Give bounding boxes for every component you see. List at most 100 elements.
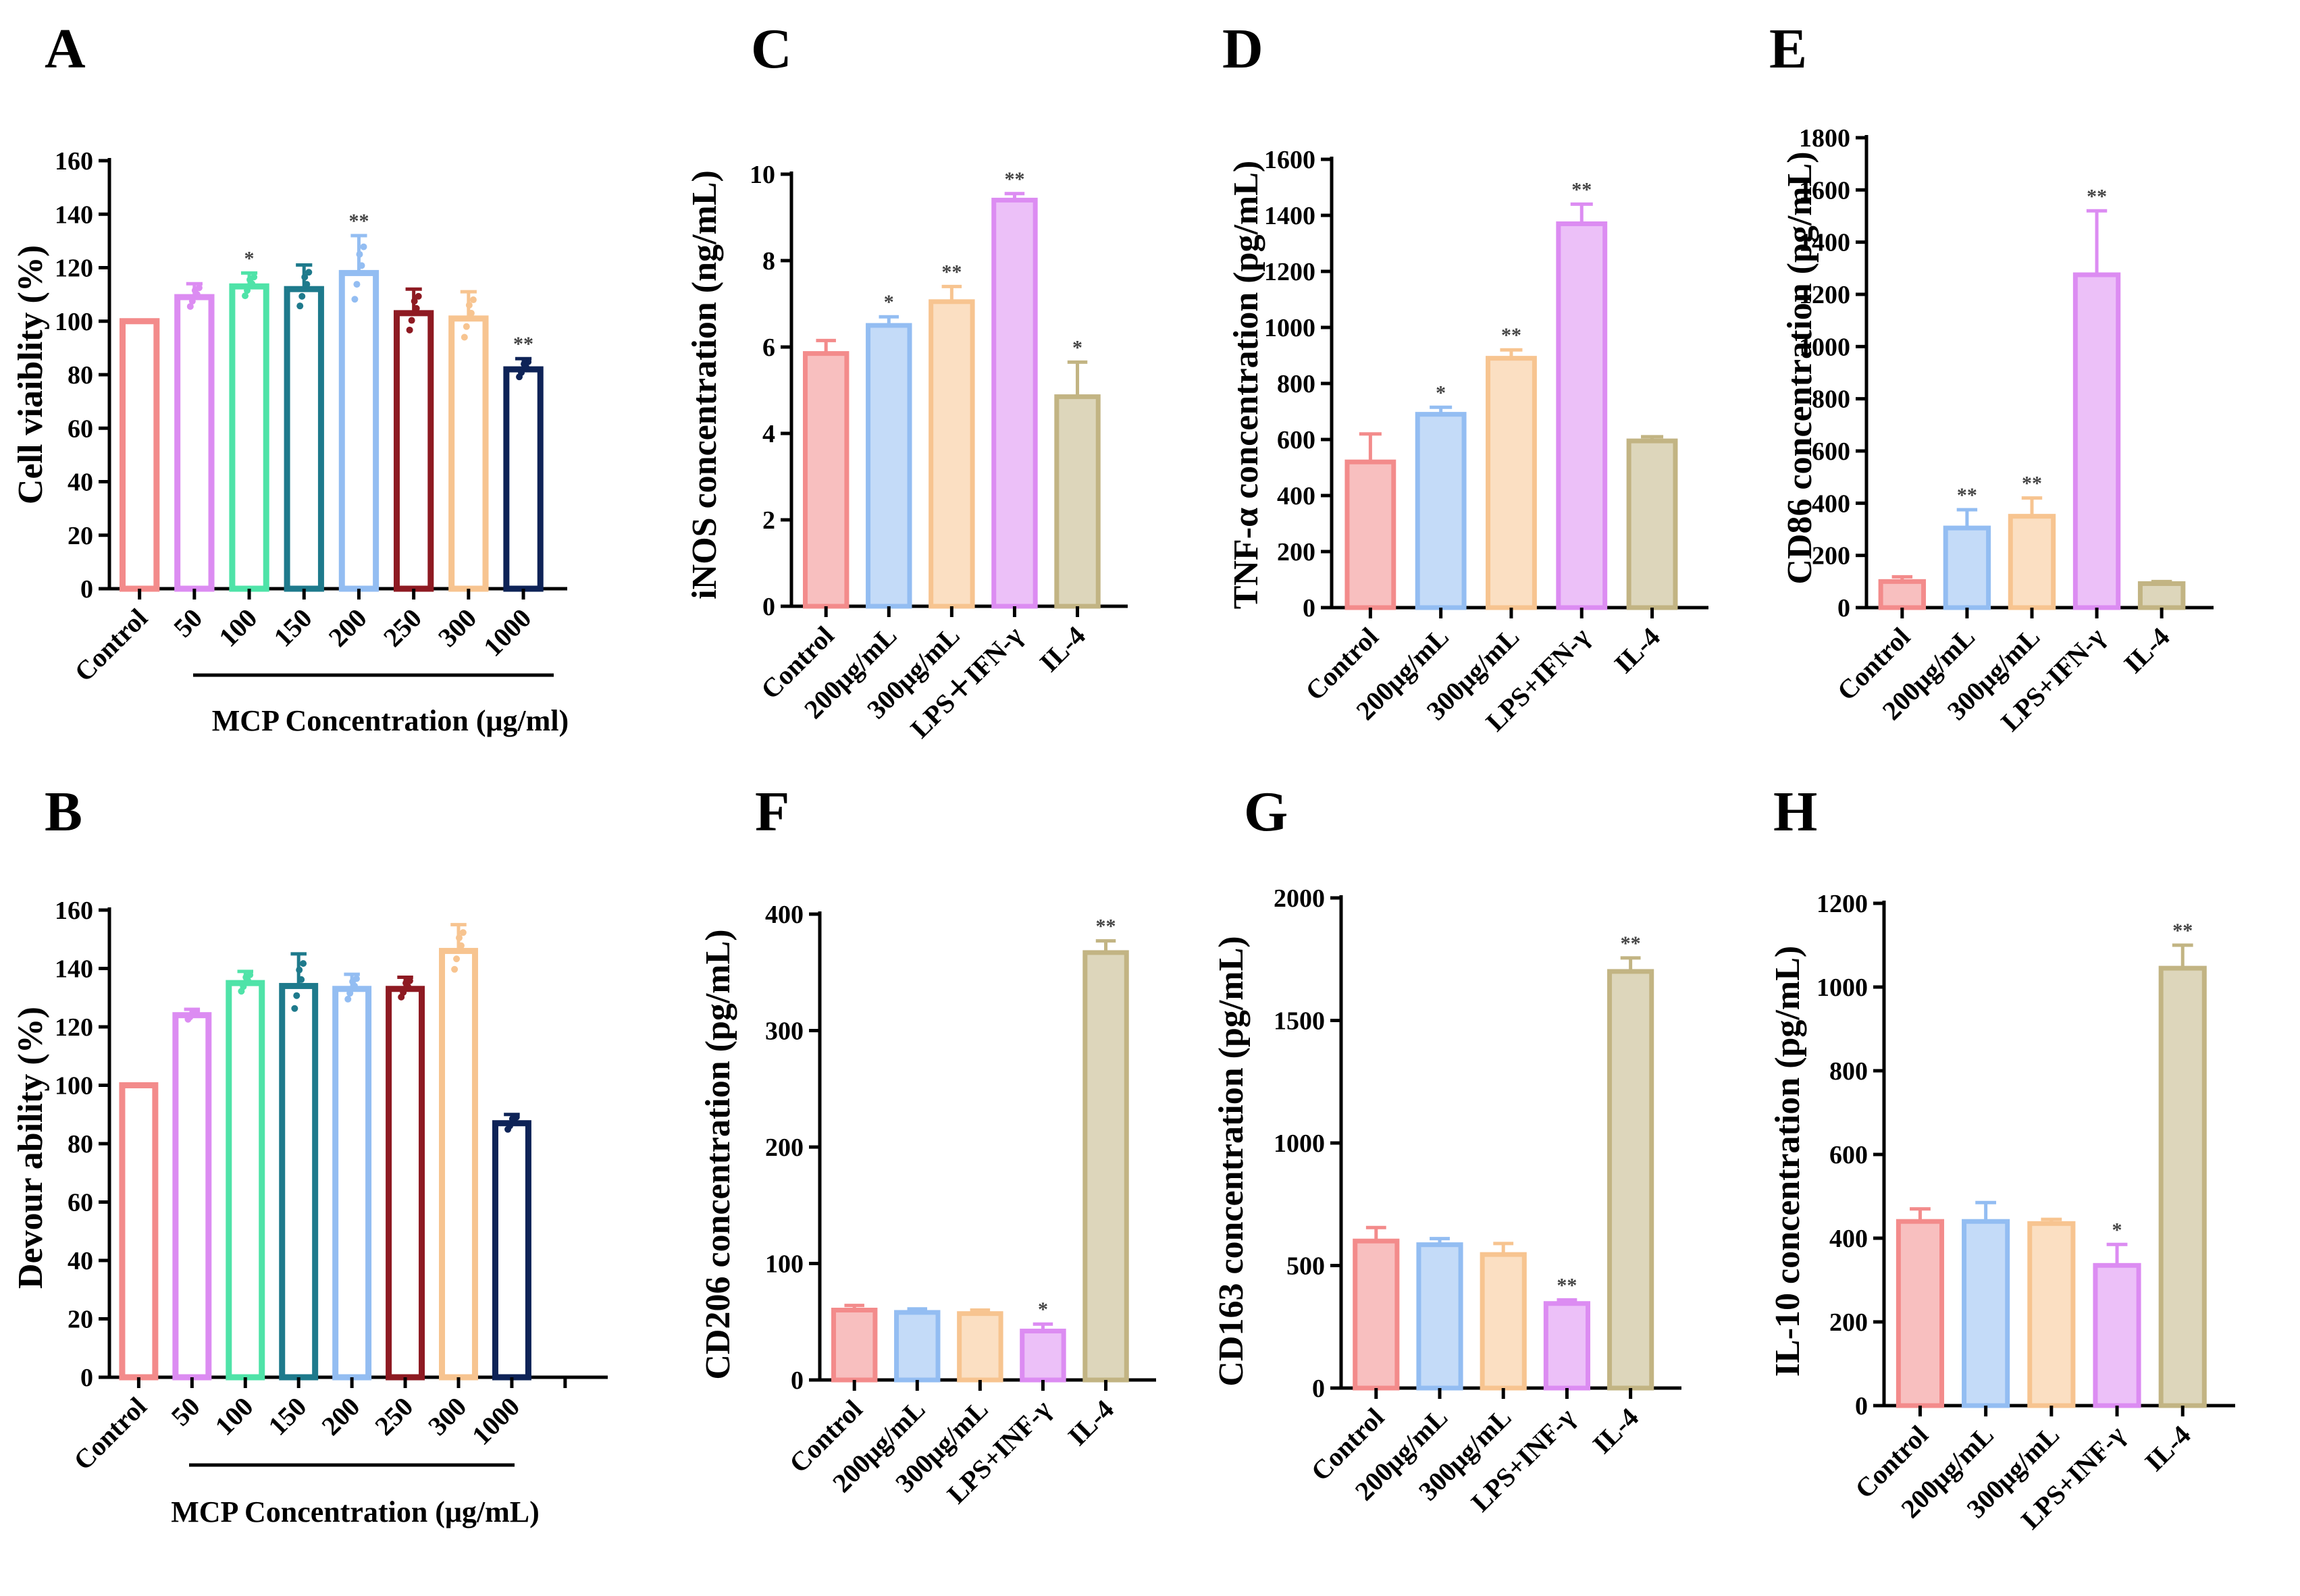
bar-g-4 [1607, 969, 1654, 1391]
y-tick-label: 200 [1812, 542, 1850, 570]
x-tick-label: IL-4 [1062, 1394, 1120, 1452]
bar-e-3 [2072, 272, 2121, 610]
data-point [406, 326, 413, 334]
y-tick-label: 800 [1812, 385, 1850, 414]
x-tick-label: 250 [369, 1391, 419, 1441]
data-point [298, 976, 305, 983]
significance-mark: * [1038, 1298, 1048, 1321]
data-point [469, 296, 477, 304]
data-point [353, 281, 361, 288]
data-point [467, 309, 475, 317]
bar-f-3 [1020, 1329, 1066, 1383]
y-tick-label: 1000 [1264, 314, 1315, 342]
y-tick-label: 0 [762, 593, 775, 621]
bar-b-4 [332, 986, 372, 1381]
significance-mark: * [2112, 1219, 2122, 1241]
data-point [521, 361, 528, 368]
bar-b-3 [279, 982, 319, 1381]
y-tick-label: 500 [1286, 1252, 1325, 1281]
data-point [296, 302, 304, 310]
y-axis-title: CD163 concentration (pg/mL) [1212, 936, 1251, 1386]
y-tick-label: 140 [55, 955, 93, 984]
data-point [415, 292, 422, 300]
panel-letter-d: D [1222, 18, 1263, 80]
x-tick-label: IL-4 [1587, 1402, 1644, 1460]
y-tick-label: 2000 [1274, 884, 1325, 913]
y-tick-label: 160 [55, 897, 93, 925]
significance-mark: ** [1557, 1274, 1577, 1296]
y-tick-label: 1000 [1799, 333, 1850, 361]
significance-mark: ** [2022, 473, 2042, 495]
y-axis-title: CD86 concentration (pg/mL) [1781, 151, 1819, 584]
panel-h: H 0 200 400 600 800 1000 1200 IL-10 concentratio… [1769, 780, 2235, 1535]
y-tick-label: 4 [762, 420, 775, 448]
data-point [303, 281, 311, 288]
data-point [402, 980, 410, 987]
x-tick-label: Control [68, 603, 153, 688]
data-point [305, 269, 313, 276]
data-point [461, 334, 468, 341]
y-tick-label: 1400 [1799, 229, 1850, 257]
y-tick-label: 2 [762, 506, 775, 535]
data-point [246, 276, 254, 284]
bar-f-4 [1082, 950, 1129, 1383]
data-point [358, 262, 365, 269]
y-axis-title: iNOS concentration (ng/mL) [685, 170, 724, 600]
data-point [506, 1122, 513, 1129]
y-tick-label: 600 [1812, 437, 1850, 466]
y-tick-label: 40 [68, 469, 93, 497]
bar-e-0 [1878, 579, 1927, 610]
y-tick-label: 8 [762, 247, 775, 275]
y-tick-label: 400 [1812, 489, 1850, 518]
y-axis-title: Devour ability (%) [11, 1007, 50, 1289]
y-tick-label: 100 [765, 1250, 804, 1279]
x-tick-label: 200 [315, 1391, 365, 1441]
x-tick-label: IL-4 [2118, 622, 2175, 679]
bar-e-4 [2137, 581, 2186, 610]
bar-a-2 [229, 283, 269, 592]
data-point [189, 1009, 197, 1016]
bar-d-0 [1344, 459, 1396, 610]
bar-b-2 [226, 980, 265, 1381]
bar-d-2 [1486, 356, 1537, 610]
panel-a: A 0 20 40 60 80 100 120 140 160 Cell viaiblity (%)… [11, 18, 569, 737]
y-tick-label: 120 [55, 1013, 93, 1042]
x-tick-label: 50 [167, 603, 208, 643]
panel-letter-g: G [1244, 780, 1288, 843]
data-point [459, 929, 467, 936]
x-tick-label: IL-4 [1034, 620, 1091, 678]
bar-a-1 [174, 294, 215, 592]
x-tick-label: IL-4 [1609, 622, 1666, 679]
bar-d-3 [1556, 221, 1608, 610]
y-tick-label: 40 [68, 1247, 93, 1275]
bar-a-0 [119, 318, 160, 592]
bar-b-7 [492, 1120, 531, 1381]
y-tick-label: 100 [55, 1072, 93, 1100]
y-tick-label: 0 [80, 1364, 93, 1392]
bar-c-0 [802, 351, 850, 609]
y-tick-label: 1800 [1799, 124, 1850, 153]
significance-mark: ** [1004, 168, 1024, 190]
y-axis-title: CD206 concentration (pg/mL) [699, 929, 737, 1379]
x-tick-label: 150 [267, 603, 317, 653]
bar-g-2 [1480, 1252, 1527, 1391]
bar-f-2 [957, 1311, 1003, 1383]
y-tick-label: 1000 [1274, 1129, 1325, 1158]
x-tick-label: 250 [377, 603, 427, 653]
panel-letter-e: E [1769, 18, 1807, 80]
bar-f-0 [831, 1308, 878, 1383]
significance-mark: * [1072, 336, 1082, 358]
y-tick-label: 600 [1277, 426, 1315, 454]
y-tick-label: 800 [1277, 370, 1315, 398]
y-tick-label: 20 [68, 522, 93, 550]
y-tick-label: 6 [762, 334, 775, 362]
bar-c-4 [1054, 394, 1101, 609]
y-tick-label: 20 [68, 1306, 93, 1334]
data-point [508, 1115, 516, 1123]
bar-f-1 [894, 1310, 941, 1383]
bar-a-5 [393, 310, 434, 592]
data-point [293, 992, 300, 999]
significance-mark: * [1436, 381, 1446, 404]
